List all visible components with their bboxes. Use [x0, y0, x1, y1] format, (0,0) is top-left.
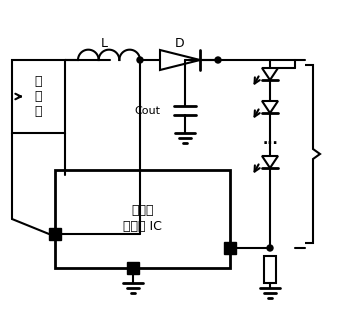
- Text: Cout: Cout: [134, 106, 160, 115]
- Polygon shape: [160, 50, 200, 70]
- Text: L: L: [100, 37, 107, 50]
- Bar: [49, 228, 61, 240]
- Text: 轉換器 IC: 轉換器 IC: [123, 220, 162, 234]
- Bar: [55, 170, 230, 268]
- Bar: [12, 60, 65, 133]
- Circle shape: [137, 57, 143, 63]
- Text: 步進式: 步進式: [131, 204, 154, 217]
- Text: D: D: [175, 37, 185, 50]
- Text: ...: ...: [262, 133, 278, 148]
- Bar: [224, 242, 236, 254]
- Bar: [264, 256, 276, 283]
- Circle shape: [267, 245, 273, 251]
- Circle shape: [215, 57, 221, 63]
- Bar: [126, 262, 139, 274]
- Text: 鋰
電
池: 鋰 電 池: [35, 75, 42, 118]
